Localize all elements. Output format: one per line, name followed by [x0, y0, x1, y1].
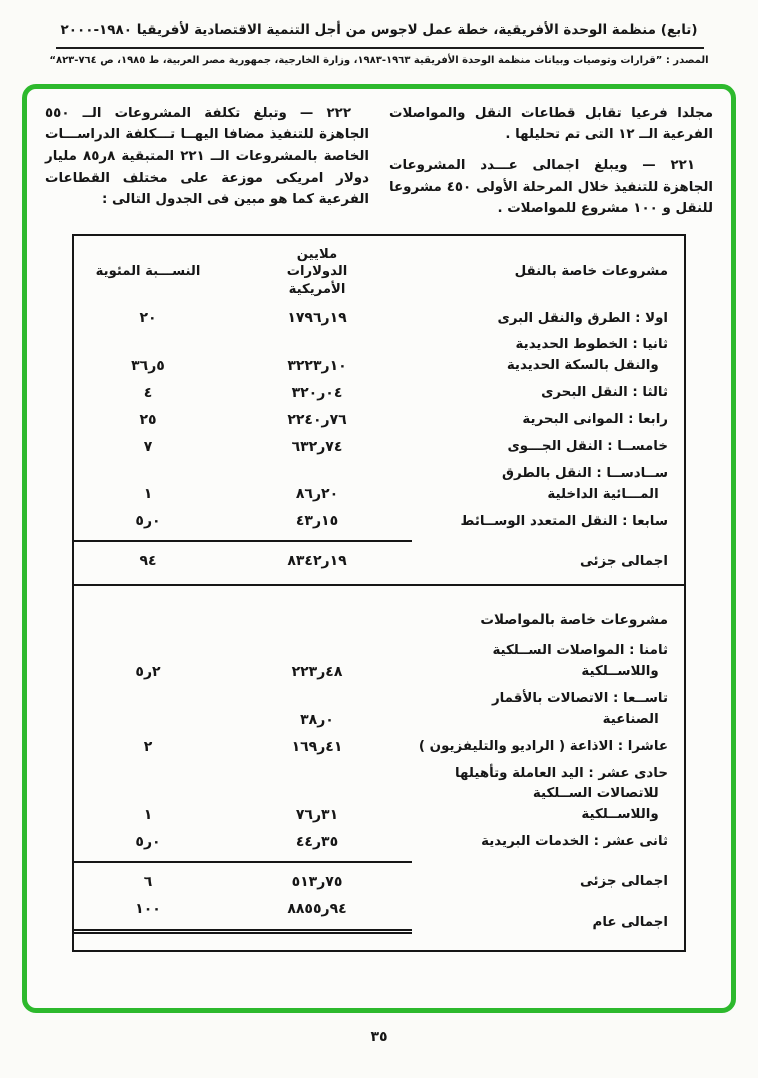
- paragraph-222: ٢٢٢ — وتبلغ تكلفة المشروعات الــ ٥٥٠ الج…: [45, 105, 370, 208]
- row-value-millions: ٨٨٥٥ر٩٤: [222, 899, 412, 934]
- row-value-millions: ٦٣٢ر٧٤: [291, 438, 343, 455]
- title-rule: [56, 46, 704, 49]
- row-value-millions: ١٧٩٦ر١٩: [287, 310, 347, 327]
- intro-left-column: ٢٢٢ — وتبلغ تكلفة المشروعات الــ ٥٥٠ الج…: [45, 103, 369, 212]
- row-label: خامســا : النقل الجـــوى: [507, 439, 668, 455]
- row-percentage: ٢٥: [139, 411, 157, 428]
- table-row: ســادســا : النقل بالطرق المـــائية الدا…: [74, 464, 684, 506]
- row-value-millions: ٨٦ر٢٠: [295, 486, 339, 503]
- row-label: ثالثا : النقل البحرى: [541, 385, 668, 401]
- row-value-millions: ٨٣٤٢ر١٩: [222, 540, 412, 572]
- table-row: اجمالى عام ٨٨٥٥ر٩٤ ١٠٠: [74, 899, 684, 934]
- row-percentage: ١: [143, 806, 153, 823]
- intro-right-column: مجلدا فرعيا تقابل قطاعات النقل والمواصلا…: [389, 103, 713, 221]
- row-label: حادى عشر : اليد العاملة وتأهيلها للاتصال…: [455, 765, 668, 823]
- table-row: حادى عشر : اليد العاملة وتأهيلها للاتصال…: [74, 764, 684, 826]
- content-frame: مجلدا فرعيا تقابل قطاعات النقل والمواصلا…: [22, 83, 736, 1013]
- table-row: ثالثا : النقل البحرى ٣٢٠ر٠٤ ٤: [74, 383, 684, 404]
- intro-columns: مجلدا فرعيا تقابل قطاعات النقل والمواصلا…: [45, 103, 713, 221]
- table-row: اجمالى جزئى ٥١٣ر٧٥ ٦: [74, 860, 684, 893]
- page-number: ٣٥: [370, 1028, 388, 1045]
- row-value-millions: ٤٣ر١٥: [295, 513, 339, 530]
- row-label: سابعا : النقل المتعدد الوســائط: [460, 513, 668, 529]
- row-value-millions: ٥١٣ر٧٥: [222, 860, 412, 893]
- row-percentage: ٩٤: [74, 540, 222, 572]
- row-value-millions: ٧٦ر٣١: [295, 806, 339, 823]
- row-percentage: ٥ر٠: [135, 513, 161, 530]
- row-percentage: ٧: [143, 438, 153, 455]
- row-percentage: ٥ر٠: [135, 833, 161, 850]
- table-row: رابعا : الموانى البحرية ٢٢٤٠ر٧٦ ٢٥: [74, 410, 684, 431]
- row-percentage: ٢٠: [139, 310, 157, 327]
- col-header-transport-projects: مشروعات خاصة بالنقل: [514, 263, 668, 279]
- table-row: ثانى عشر : الخدمات البريدية ٤٤ر٣٥ ٥ر٠: [74, 832, 684, 853]
- table-row: ثانيا : الخطوط الحديدية والنقل بالسكة ال…: [74, 335, 684, 377]
- col-header-percentage: النســـبة المئوية: [95, 264, 201, 280]
- table-row: ثامنا : المواصلات الســلكية واللاســلكية…: [74, 641, 684, 683]
- row-value-millions: ٣٢٢٣ر١٠: [287, 357, 347, 374]
- row-percentage: ١٠٠: [74, 899, 222, 934]
- row-label: اجمالى جزئى: [579, 874, 668, 890]
- doc-title: (تابع) منظمة الوحدة الأفريقية، خطة عمل ل…: [60, 22, 698, 38]
- row-label: ســادســا : النقل بالطرق المـــائية الدا…: [501, 465, 668, 502]
- row-value-millions: ٣٢٠ر٠٤: [291, 384, 343, 401]
- table-section-title-row: مشروعات خاصة بالمواصلات: [74, 584, 684, 635]
- row-label: ثانيا : الخطوط الحديدية والنقل بالسكة ال…: [506, 337, 668, 374]
- paragraph-221: ٢٢١ — ويبلغ اجمالى عـــدد المشروعات الجا…: [389, 157, 713, 217]
- doc-source: المصدر : ”قرارات وتوصيات وبيانات منظمة ا…: [49, 54, 709, 66]
- row-percentage: ٥ر٢: [135, 663, 161, 680]
- section-title: مشروعات خاصة بالمواصلات: [480, 612, 668, 629]
- row-value-millions: ٤٤ر٣٥: [295, 833, 339, 850]
- row-percentage: ٦: [74, 860, 222, 893]
- row-percentage: ٤: [143, 384, 153, 401]
- table-row: سابعا : النقل المتعدد الوســائط ٤٣ر١٥ ٥ر٠: [74, 511, 684, 532]
- row-label: عاشرا : الاذاعة ( الراديو والتليفزيون ): [418, 738, 668, 754]
- row-label: ثامنا : المواصلات الســلكية واللاســلكية: [492, 643, 668, 680]
- row-value-millions: ٢٢٣ر٤٨: [291, 663, 343, 680]
- row-label: تاســعا : الاتصالات بالأقمار الصناعية: [491, 690, 668, 727]
- row-label: اجمالى جزئى: [579, 553, 668, 569]
- table-row: عاشرا : الاذاعة ( الراديو والتليفزيون ) ١…: [74, 737, 684, 758]
- table-row: اولا : الطرق والنقل البرى ١٧٩٦ر١٩ ٢٠: [74, 308, 684, 329]
- projects-table: مشروعات خاصة بالنقل ملايين الدولارات الأ…: [72, 234, 686, 952]
- row-value-millions: ٣٨ر٠: [300, 711, 334, 728]
- row-value-millions: ١٦٩ر٤١: [291, 738, 343, 755]
- table-row: خامســا : النقل الجـــوى ٦٣٢ر٧٤ ٧: [74, 437, 684, 458]
- table-row: تاســعا : الاتصالات بالأقمار الصناعية ٣٨ر…: [74, 689, 684, 731]
- table-rows: اولا : الطرق والنقل البرى ١٧٩٦ر١٩ ٢٠ ثانيا …: [74, 308, 684, 934]
- row-label: اجمالى عام: [592, 915, 668, 931]
- row-percentage: ٢: [143, 738, 153, 755]
- row-label: ثانى عشر : الخدمات البريدية: [481, 834, 668, 850]
- row-percentage: ٣٦ر٥: [131, 357, 165, 374]
- row-label: رابعا : الموانى البحرية: [522, 412, 668, 428]
- row-value-millions: ٢٢٤٠ر٧٦: [287, 411, 347, 428]
- table-header-row: مشروعات خاصة بالنقل ملايين الدولارات الأ…: [74, 246, 684, 298]
- table-row: اجمالى جزئى ٨٣٤٢ر١٩ ٩٤: [74, 540, 684, 572]
- paragraph-continuation: مجلدا فرعيا تقابل قطاعات النقل والمواصلا…: [389, 105, 713, 143]
- row-label: اولا : الطرق والنقل البرى: [497, 310, 668, 326]
- row-percentage: ١: [143, 486, 153, 503]
- col-header-unit-millions-usd: ملايين الدولارات الأمريكية: [286, 247, 348, 297]
